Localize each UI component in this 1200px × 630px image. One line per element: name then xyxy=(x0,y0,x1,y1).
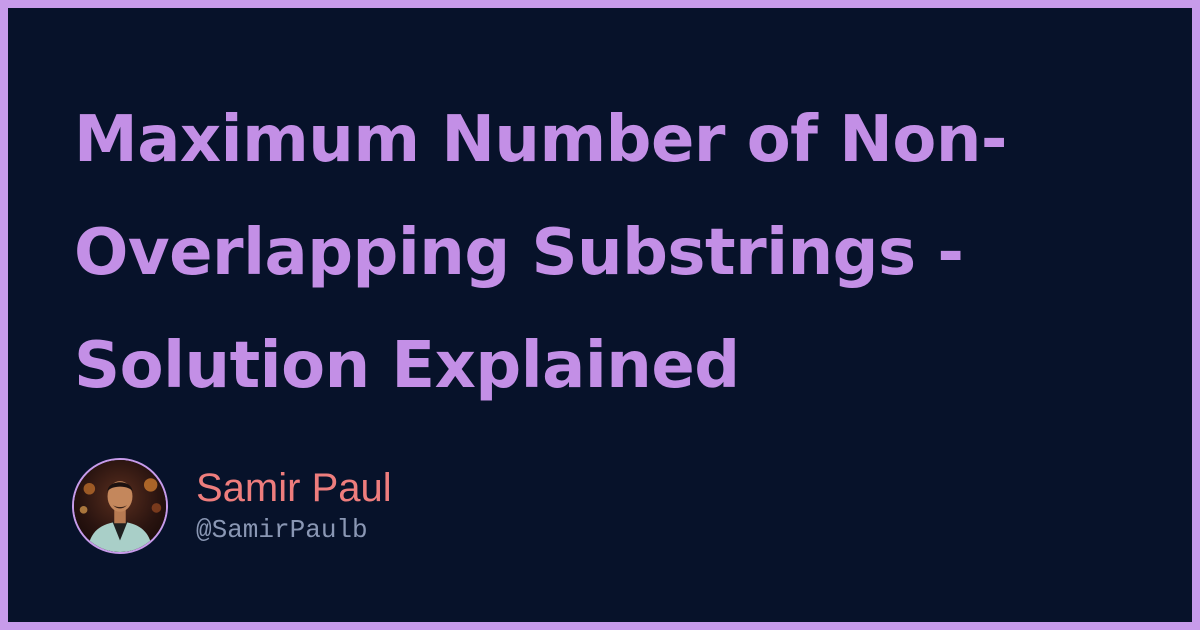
author-info: Samir Paul @SamirPaulb xyxy=(196,464,392,548)
avatar-photo-icon xyxy=(74,460,166,552)
post-title: Maximum Number of Non-Overlapping Substr… xyxy=(74,103,1007,403)
author-name: Samir Paul xyxy=(196,466,392,510)
author-handle: @SamirPaulb xyxy=(196,515,368,545)
social-card: Maximum Number of Non-Overlapping Substr… xyxy=(8,8,1192,622)
author-avatar xyxy=(72,458,168,554)
author-block: Samir Paul @SamirPaulb xyxy=(72,458,392,554)
